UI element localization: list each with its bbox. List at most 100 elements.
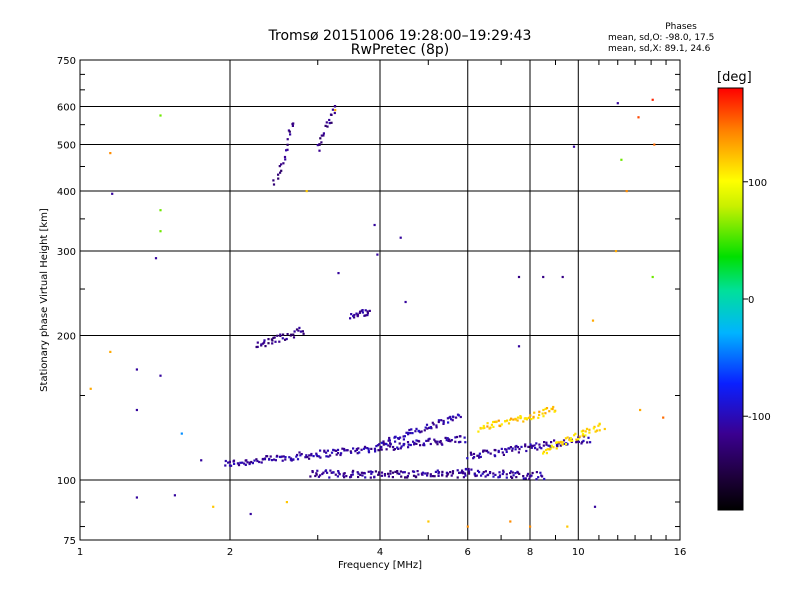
trace-point	[444, 436, 447, 439]
trace-point	[391, 476, 394, 479]
trace-point	[594, 430, 597, 433]
trace-point	[530, 474, 533, 477]
trace-point	[435, 441, 438, 444]
trace-point	[435, 424, 438, 427]
chart-title: Tromsø 20151006 19:28:00–19:29:43	[268, 28, 532, 44]
data-point	[334, 109, 337, 112]
trace-point	[305, 454, 308, 457]
trace-point	[512, 474, 515, 477]
trace-point	[398, 442, 401, 445]
trace-point	[396, 472, 399, 475]
trace-point	[359, 473, 362, 476]
trace-point	[325, 121, 328, 124]
trace-point	[497, 450, 500, 454]
trace-point	[331, 108, 334, 111]
data-point	[249, 512, 252, 516]
trace-point	[248, 461, 251, 464]
trace-point	[429, 473, 432, 476]
trace-point	[507, 447, 510, 450]
data-point	[285, 501, 288, 504]
trace-point	[556, 441, 559, 444]
trace-point	[317, 475, 320, 478]
trace-point	[380, 474, 383, 477]
trace-point	[553, 439, 556, 442]
trace-point	[298, 451, 301, 454]
trace-point	[489, 426, 492, 429]
trace-point	[320, 141, 323, 144]
trace-point	[455, 435, 459, 439]
trace-point	[518, 448, 521, 451]
trace-point	[278, 340, 281, 343]
trace-point	[492, 475, 495, 478]
data-point	[620, 158, 623, 161]
trace-point	[442, 421, 445, 424]
trace-point	[264, 345, 267, 348]
trace-point	[533, 411, 536, 414]
trace-point	[532, 415, 535, 418]
trace-point	[389, 442, 392, 445]
trace-point	[246, 461, 249, 464]
trace-point	[559, 444, 562, 447]
trace-point	[378, 443, 381, 446]
trace-point	[539, 471, 542, 474]
trace-point	[332, 448, 335, 451]
trace-point	[551, 408, 554, 411]
trace-point	[421, 473, 424, 476]
trace-point	[434, 470, 437, 473]
trace-point	[337, 452, 340, 455]
x-tick-label: 6	[465, 547, 471, 558]
trace-point	[324, 469, 328, 472]
trace-point	[237, 462, 240, 465]
trace-point	[268, 458, 271, 461]
trace-point	[334, 473, 337, 476]
trace-point	[505, 473, 508, 476]
data-point	[89, 387, 92, 390]
trace-point	[522, 477, 525, 480]
trace-point	[489, 452, 492, 455]
trace-point	[402, 438, 405, 441]
trace-point	[450, 474, 453, 477]
trace-point	[284, 158, 287, 161]
trace-point	[330, 471, 333, 474]
data-point	[173, 494, 176, 497]
data-point	[305, 190, 308, 193]
trace-point	[230, 464, 233, 467]
y-tick-label: 600	[57, 103, 76, 114]
trace-point	[523, 417, 526, 420]
trace-point	[399, 470, 402, 473]
trace-point	[377, 471, 381, 474]
trace-point	[286, 148, 289, 151]
trace-point	[570, 440, 573, 443]
trace-point	[369, 476, 372, 479]
trace-point	[352, 447, 355, 450]
trace-point	[422, 443, 425, 447]
trace-point	[394, 435, 397, 439]
trace-point	[482, 424, 485, 428]
trace-point	[367, 450, 370, 453]
trace-point	[427, 439, 430, 442]
trace-point	[431, 475, 435, 478]
trace-point	[323, 449, 326, 452]
trace-point	[292, 333, 295, 336]
trace-point	[402, 471, 405, 474]
trace-point	[540, 447, 543, 450]
trace-point	[478, 456, 481, 459]
trace-point	[383, 474, 386, 477]
colorbar-tick-label: 100	[748, 178, 767, 189]
trace-point	[446, 437, 449, 440]
trace-point	[358, 451, 361, 454]
trace-point	[279, 334, 282, 337]
trace-point	[501, 451, 504, 454]
trace-point	[353, 316, 356, 319]
trace-point	[543, 477, 546, 481]
y-tick-label: 75	[63, 536, 76, 547]
trace-point	[542, 408, 545, 412]
trace-point	[267, 342, 270, 345]
trace-point	[224, 459, 227, 463]
trace-point	[330, 451, 334, 454]
data-point	[591, 319, 595, 322]
trace-point	[281, 459, 284, 462]
trace-point	[452, 416, 455, 419]
trace-point	[426, 474, 429, 477]
trace-point	[335, 449, 338, 452]
